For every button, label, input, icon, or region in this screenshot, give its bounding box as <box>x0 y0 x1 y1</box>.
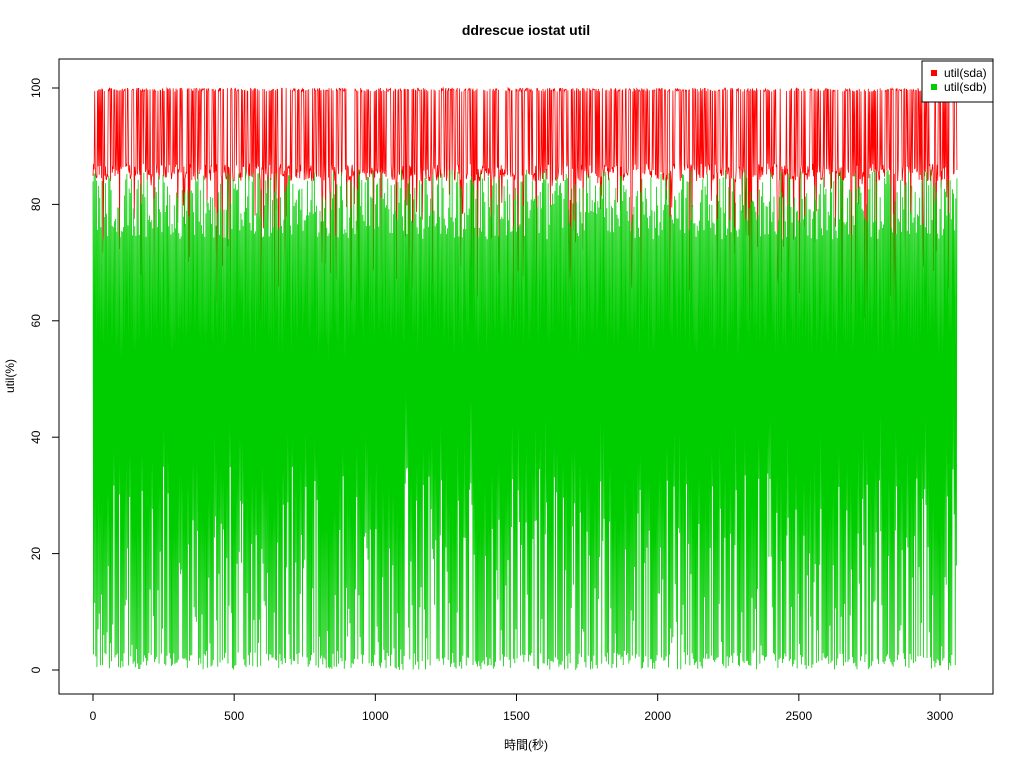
x-axis-label: 時間(秒) <box>504 738 548 752</box>
y-axis: 0 20 40 60 80 100 <box>29 78 60 673</box>
y-tick-label: 80 <box>29 197 43 211</box>
y-axis-label: util(%) <box>3 359 17 393</box>
x-tick-label: 1500 <box>503 709 530 723</box>
y-tick-label: 20 <box>29 547 43 561</box>
legend: util(sda) util(sdb) <box>921 60 994 103</box>
x-tick-label: 1000 <box>362 709 389 723</box>
x-axis: 0 500 1000 1500 2000 2500 3000 <box>90 693 954 723</box>
y-tick-label: 0 <box>29 666 43 673</box>
legend-box <box>921 60 994 103</box>
y-tick-label: 40 <box>29 430 43 444</box>
legend-swatch-sdb <box>931 84 937 90</box>
legend-label-sda: util(sda) <box>944 66 987 80</box>
x-tick-label: 2000 <box>644 709 671 723</box>
series-line-sdb <box>92 169 958 670</box>
x-tick-label: 2500 <box>785 709 812 723</box>
x-tick-label: 500 <box>224 709 244 723</box>
legend-swatch-sda <box>931 70 937 76</box>
legend-label-sdb: util(sdb) <box>944 80 987 94</box>
y-tick-label: 60 <box>29 314 43 328</box>
series-line-sda <box>92 86 958 321</box>
series-group <box>92 86 958 670</box>
x-tick-label: 0 <box>90 709 97 723</box>
chart-title: ddrescue iostat util <box>462 22 590 38</box>
x-tick-label: 3000 <box>927 709 954 723</box>
y-tick-label: 100 <box>29 78 43 98</box>
